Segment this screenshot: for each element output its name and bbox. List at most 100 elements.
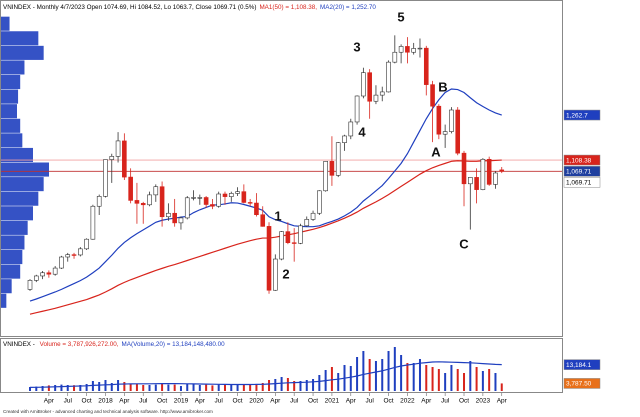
volume-bar <box>54 385 57 391</box>
candle-body <box>354 95 360 123</box>
volume-bar <box>494 373 497 391</box>
candle-body <box>467 177 473 185</box>
volume-bar <box>179 386 182 391</box>
volume-bar <box>450 365 453 391</box>
candle-body <box>442 131 448 135</box>
annotation: C <box>459 236 469 251</box>
candle-body <box>405 46 410 53</box>
candle-body <box>153 186 159 196</box>
candle-body <box>122 140 127 178</box>
volume-bar <box>356 357 359 391</box>
candle-body <box>474 177 479 190</box>
x-tick-label: Jul <box>215 398 224 405</box>
header-part: MA2(20) = 1,252.70 <box>320 4 376 11</box>
candle-body <box>279 231 284 260</box>
volume-bar <box>29 387 31 391</box>
axis-marker-box <box>563 154 601 166</box>
candle-body <box>361 72 366 97</box>
candle-body <box>285 231 291 244</box>
volume-bar <box>148 385 151 391</box>
volume-profile-bar <box>1 104 17 119</box>
header-part: Volume = 3,787,926,272.00, <box>40 341 119 348</box>
volume-bar <box>186 384 189 391</box>
x-tick-label: Oct <box>82 398 92 405</box>
volume-bar <box>400 355 403 391</box>
candle-body <box>197 197 203 199</box>
x-tick-label: Jul <box>441 398 450 405</box>
candle-body <box>436 105 442 135</box>
annotation: 5 <box>397 9 404 24</box>
annotation: B <box>438 79 447 94</box>
volume-bar <box>217 384 220 391</box>
volume-bar <box>192 384 195 391</box>
volume-bar <box>406 363 409 391</box>
candle-body <box>140 203 146 206</box>
volume-bar <box>500 383 503 391</box>
candle-body <box>291 242 297 244</box>
x-tick-label: 2021 <box>325 398 340 405</box>
volume-bar <box>418 359 421 391</box>
candle-body <box>184 197 190 219</box>
x-tick-label: 2019 <box>174 398 189 405</box>
candle-body <box>254 202 259 216</box>
volume-bar <box>230 385 233 391</box>
candle-body <box>90 205 96 240</box>
volume-bar <box>481 371 484 391</box>
candle-body <box>241 191 247 203</box>
volume-bar <box>337 373 340 391</box>
x-tick-label: Oct <box>308 398 318 405</box>
axis-marker-label: 13,184.1 <box>566 362 592 369</box>
footer: Created with AmiBroker - advanced charti… <box>3 409 213 414</box>
candle-body <box>235 191 240 194</box>
candle-body <box>203 197 209 205</box>
x-tick-label: Apr <box>119 398 130 405</box>
candle-body <box>411 48 416 53</box>
x-tick-label: Oct <box>233 398 243 405</box>
x-tick-label: 2023 <box>476 398 491 405</box>
candle-body <box>46 272 52 275</box>
candle-body <box>455 109 461 154</box>
x-tick-label: Apr <box>44 398 55 405</box>
candle-body <box>417 47 423 50</box>
x-tick-label: Apr <box>421 398 432 405</box>
axis-marker-box <box>563 378 601 389</box>
annotation: 4 <box>358 124 366 139</box>
volume-bar <box>104 380 107 391</box>
candle-body <box>40 272 45 277</box>
volume-profile-bar <box>1 45 44 60</box>
candle-body <box>159 186 165 218</box>
x-tick-label: Jul <box>64 398 73 405</box>
annotation: 1 <box>274 208 281 223</box>
volume-profile-bar <box>1 89 19 104</box>
volume-bar <box>286 378 289 391</box>
candle-body <box>216 193 221 207</box>
axis-marker-box <box>563 359 601 370</box>
volume-bar <box>117 380 120 391</box>
volume-bar <box>456 369 459 391</box>
volume-bar <box>167 384 170 391</box>
candle-body <box>373 94 379 102</box>
volume-profile-bar <box>1 177 44 192</box>
volume-profile-bar <box>1 31 39 46</box>
axis-marker-box <box>563 109 601 121</box>
header-part: MA(Volume,20) = 13,184,148,480.00 <box>122 341 226 348</box>
volume-bar <box>305 380 308 391</box>
volume-bar <box>47 385 50 391</box>
candle-body <box>260 214 266 227</box>
volume-profile-bar <box>1 147 33 162</box>
candle-body <box>304 219 310 227</box>
axis-marker-label: 3,787.50 <box>566 381 592 388</box>
volume-bar <box>488 369 491 391</box>
volume-bar <box>249 385 252 391</box>
volume-profile-bar <box>1 264 21 279</box>
candle-body <box>493 172 498 185</box>
candle-body <box>33 275 39 281</box>
volume-bar <box>110 383 113 391</box>
volume-bar <box>368 359 371 391</box>
annotation: 3 <box>353 39 360 54</box>
candle-body <box>178 217 184 224</box>
axis-marker-box <box>563 177 601 188</box>
candle-body <box>115 140 121 157</box>
candle-body <box>499 169 505 172</box>
x-tick-label: Oct <box>157 398 167 405</box>
